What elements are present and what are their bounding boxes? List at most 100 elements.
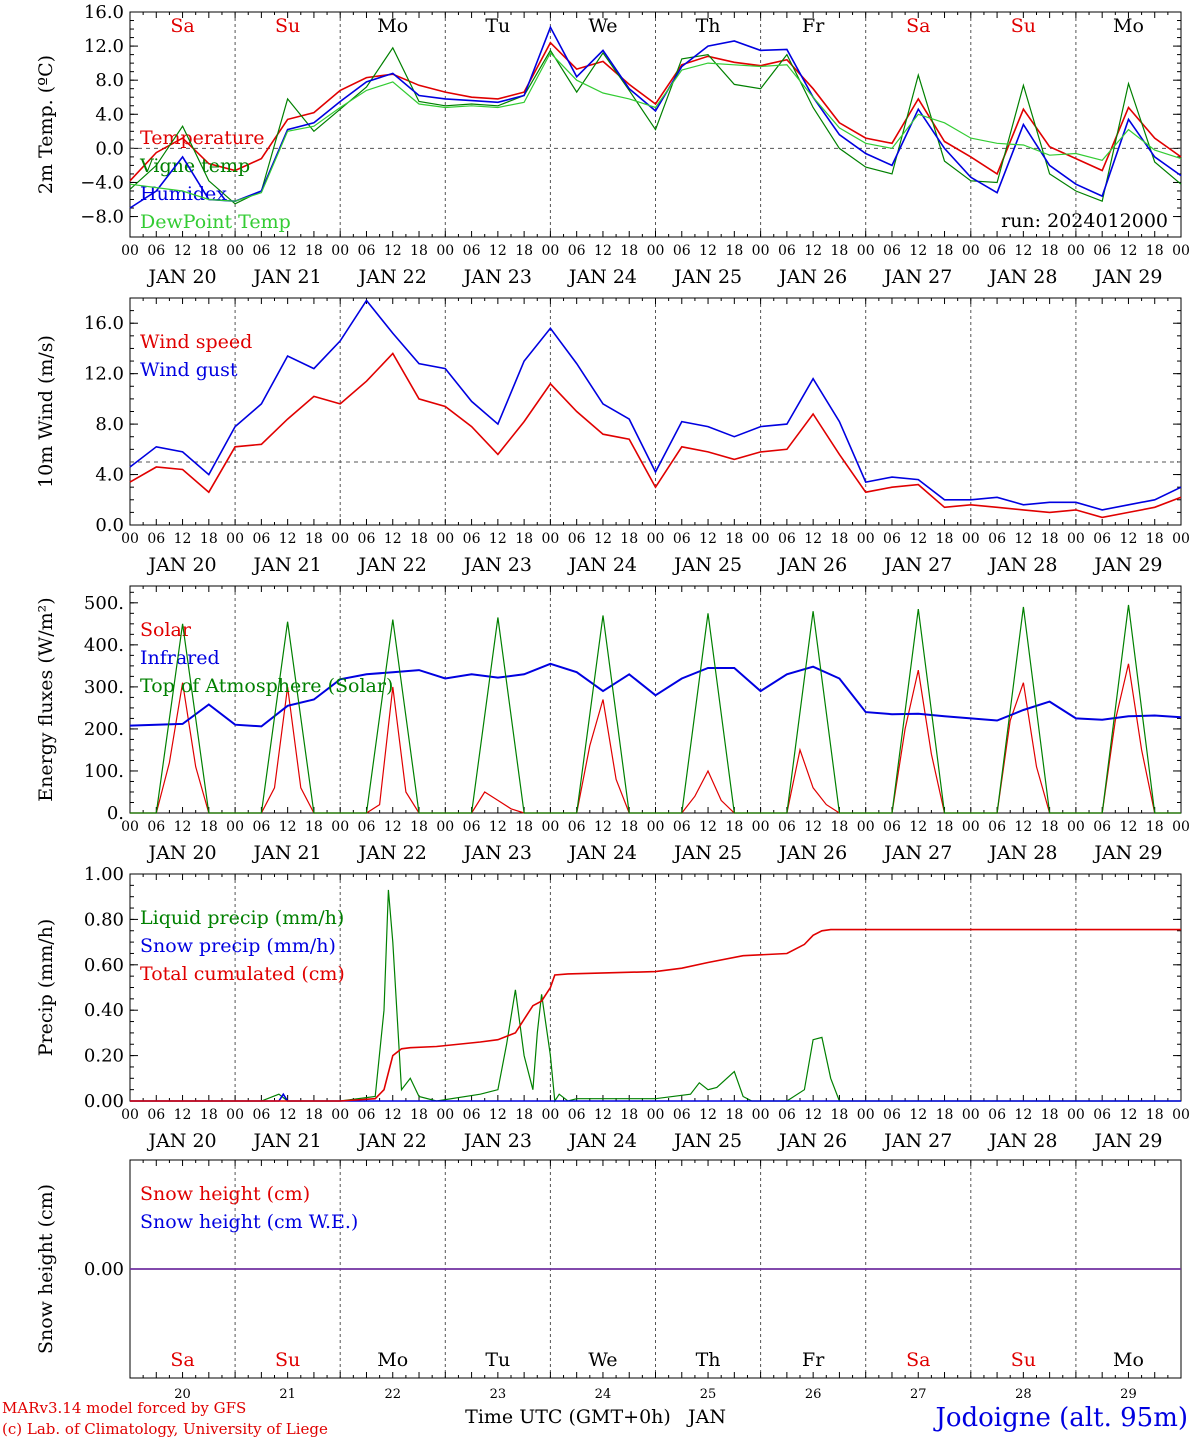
hour-label: 06 <box>673 531 691 547</box>
hour-label: 18 <box>831 531 849 547</box>
date-label: JAN 26 <box>777 266 847 288</box>
y-tick-label: −8.0 <box>80 207 124 228</box>
y-axis-label: 2m Temp. (ºC) <box>35 55 57 194</box>
hour-label: 18 <box>1146 819 1164 835</box>
hour-label: 06 <box>988 531 1006 547</box>
hour-label: 00 <box>1172 531 1190 547</box>
date-label: JAN 26 <box>777 1130 847 1152</box>
hour-label: 18 <box>1041 243 1059 259</box>
day-abbrev: We <box>588 15 617 37</box>
series-dewpoint-temp <box>129 51 1182 202</box>
hour-label: 18 <box>725 531 743 547</box>
hour-label: 00 <box>962 243 980 259</box>
hour-label: 12 <box>594 819 612 835</box>
hour-label: 18 <box>1041 531 1059 547</box>
hour-label: 06 <box>883 1107 901 1123</box>
day-number: 29 <box>1120 1387 1137 1402</box>
hour-label: 18 <box>620 531 638 547</box>
y-tick-label: 0.00 <box>84 1091 124 1112</box>
legend-entry: Total cumulated (cm) <box>140 963 345 985</box>
series-humidex <box>129 25 1182 209</box>
date-label: JAN 21 <box>252 1130 322 1152</box>
hour-label: 18 <box>410 531 428 547</box>
legend-entry: Snow precip (mm/h) <box>140 935 336 957</box>
panel-energy: 500. 400. 300. 200. 100. 0. Energy fluxes (W/m… <box>35 585 1190 864</box>
panel-snow: 0.00 Snow height (cm) Snow height (cm) Snow… <box>35 1159 1182 1402</box>
hour-label: 12 <box>594 243 612 259</box>
day-abbrev: Fr <box>802 15 825 37</box>
hour-label: 12 <box>699 243 717 259</box>
day-abbrev: Tu <box>485 1349 510 1371</box>
hour-label: 00 <box>857 531 875 547</box>
series-total-cumulated-cm- <box>130 928 1181 1102</box>
y-tick-label: 1.00 <box>84 864 124 885</box>
hour-label: 12 <box>909 243 927 259</box>
hour-label: 06 <box>1093 243 1111 259</box>
hour-label: 12 <box>909 1107 927 1123</box>
day-abbrev: Sa <box>170 15 194 37</box>
y-tick-label: 0.80 <box>84 909 124 930</box>
date-label: JAN 24 <box>567 842 637 864</box>
hour-label: 12 <box>384 819 402 835</box>
panel-wind: 16.0 12.0 8.0 4.0 0.0 10m Wind (m/s) Wind spee… <box>35 297 1190 576</box>
hour-label: 06 <box>1093 531 1111 547</box>
y-tick-label: 4.0 <box>95 104 124 125</box>
day-number: 27 <box>910 1387 927 1402</box>
date-label: JAN 26 <box>777 842 847 864</box>
hour-label: 18 <box>1146 243 1164 259</box>
y-tick-label: 8.0 <box>95 414 124 435</box>
hour-label: 12 <box>489 819 507 835</box>
y-tick-label: 4.0 <box>95 465 124 486</box>
hour-label: 12 <box>384 531 402 547</box>
day-number: 21 <box>279 1387 296 1402</box>
hour-label: 18 <box>515 1107 533 1123</box>
panel-precip: 1.00 0.80 0.60 0.40 0.20 0.00 Precip (mm/h) Liq… <box>35 864 1190 1152</box>
hour-label: 18 <box>936 243 954 259</box>
hour-label: 00 <box>121 819 139 835</box>
hour-label: 12 <box>174 819 192 835</box>
hour-label: 00 <box>121 531 139 547</box>
y-tick-label: 8.0 <box>95 70 124 91</box>
hour-label: 00 <box>226 531 244 547</box>
hour-label: 12 <box>1014 819 1032 835</box>
hour-label: 12 <box>909 531 927 547</box>
date-label: JAN 29 <box>1092 266 1162 288</box>
hour-label: 12 <box>489 243 507 259</box>
hour-label: 18 <box>515 531 533 547</box>
hour-label: 00 <box>226 819 244 835</box>
date-label: JAN 25 <box>672 554 742 576</box>
hour-label: 12 <box>699 819 717 835</box>
date-label: JAN 25 <box>672 842 742 864</box>
hour-label: 06 <box>778 531 796 547</box>
hour-label: 18 <box>305 243 323 259</box>
hour-label: 12 <box>279 243 297 259</box>
hour-label: 18 <box>831 1107 849 1123</box>
day-abbrev: Su <box>275 1349 300 1371</box>
day-abbrev: Fr <box>802 1349 825 1371</box>
hour-label: 06 <box>252 243 270 259</box>
day-abbrev: Sa <box>906 1349 930 1371</box>
hour-label: 12 <box>1014 243 1032 259</box>
legend-entry: Wind gust <box>140 359 238 381</box>
hour-label: 00 <box>541 819 559 835</box>
y-tick-label: 0.0 <box>95 515 124 536</box>
hour-label: 18 <box>515 243 533 259</box>
date-label: JAN 22 <box>357 554 427 576</box>
hour-label: 00 <box>1172 243 1190 259</box>
day-abbrev: Sa <box>906 15 930 37</box>
hour-label: 18 <box>515 819 533 835</box>
date-label: JAN 22 <box>357 266 427 288</box>
hour-label: 12 <box>1014 1107 1032 1123</box>
day-abbrev: Mo <box>1113 15 1144 37</box>
y-tick-label: 0.60 <box>84 955 124 976</box>
y-tick-label: 0.00 <box>84 1259 124 1280</box>
hour-label: 00 <box>331 531 349 547</box>
date-label: JAN 20 <box>146 266 216 288</box>
date-label: JAN 29 <box>1092 842 1162 864</box>
hour-label: 12 <box>1120 531 1138 547</box>
y-tick-label: 12.0 <box>84 364 124 385</box>
hour-label: 00 <box>857 1107 875 1123</box>
hour-label: 06 <box>463 819 481 835</box>
day-number: 22 <box>384 1387 401 1402</box>
hour-label: 18 <box>725 819 743 835</box>
